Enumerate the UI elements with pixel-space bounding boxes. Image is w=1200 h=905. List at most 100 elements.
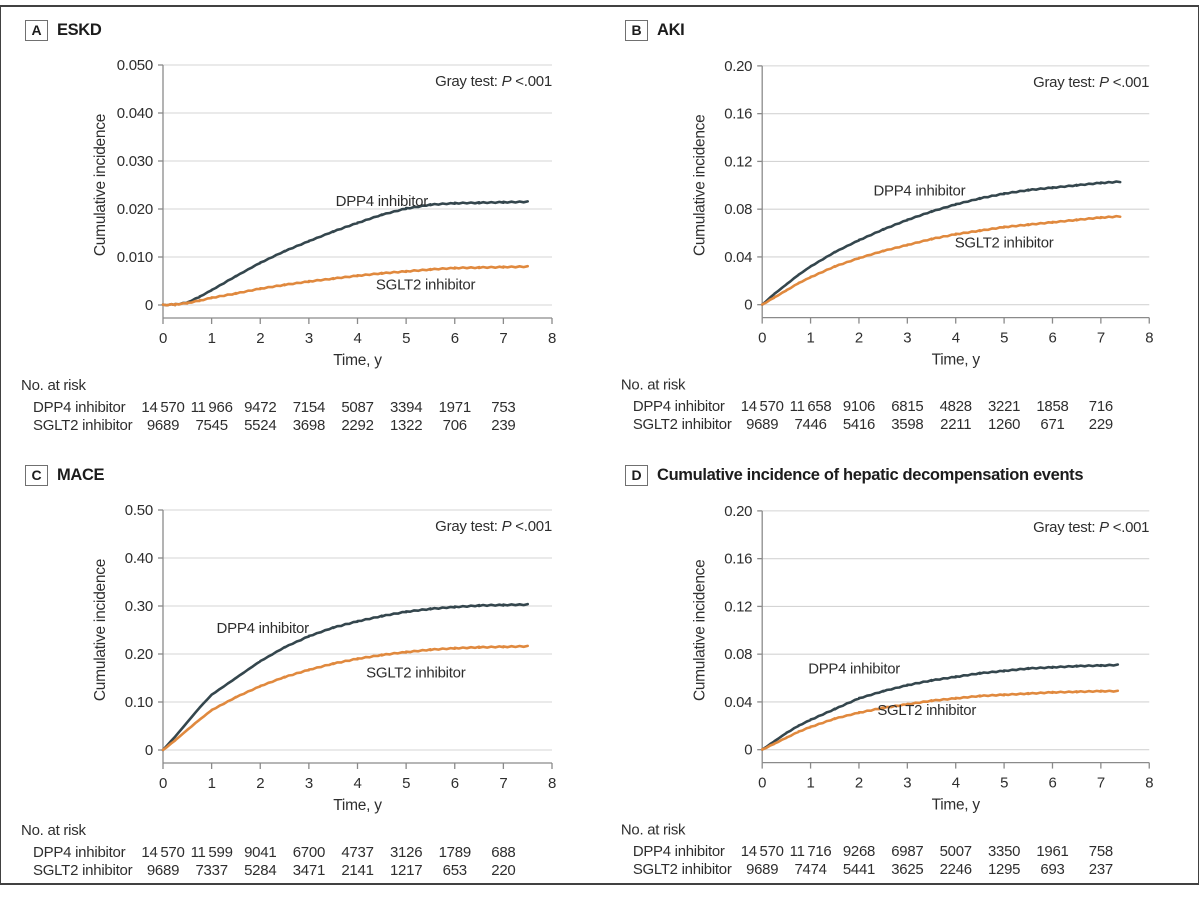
at-risk-value: 6700 [293, 844, 325, 861]
x-tick-label: 1 [208, 775, 216, 792]
at-risk-value: 5007 [940, 843, 972, 860]
at-risk-value: 5524 [244, 417, 276, 434]
at-risk-value: 9106 [843, 398, 875, 415]
x-tick-label: 8 [548, 330, 556, 347]
at-risk-value: 693 [1040, 861, 1064, 878]
panel-aki: B AKI 0 0.04 0.08 0.12 0.16 0.20 0 1 2 3 4 5 6 7 8 Time… [601, 7, 1198, 440]
at-risk-value: 753 [491, 399, 515, 416]
y-tick-label: 0.30 [125, 598, 153, 615]
at-risk-value: 9041 [244, 844, 276, 861]
panel-header: D Cumulative incidence of hepatic decomp… [625, 463, 1198, 487]
x-tick-label: 7 [1097, 774, 1105, 791]
x-tick-label: 2 [855, 774, 863, 791]
y-tick-label: 0 [145, 742, 153, 759]
at-risk-value: 3698 [293, 417, 325, 434]
x-tick-label: 8 [1145, 329, 1153, 346]
y-tick-label: 0.20 [724, 503, 752, 520]
y-tick-label: 0.04 [724, 694, 752, 711]
series-curve-sglt2 [760, 689, 1120, 751]
x-tick-label: 7 [499, 775, 507, 792]
x-axis-title: Time, y [333, 797, 382, 814]
x-tick-label: 0 [159, 775, 167, 792]
at-risk-value: 7474 [794, 861, 826, 878]
x-tick-label: 5 [402, 775, 410, 792]
at-risk-value: 3126 [390, 844, 422, 861]
x-tick-label: 1 [208, 330, 216, 347]
series-curve-dpp4 [161, 200, 529, 307]
at-risk-row-label: SGLT2 inhibitor [33, 862, 133, 879]
at-risk-title: No. at risk [21, 377, 87, 394]
chart-mace: 0 0.10 0.20 0.30 0.40 0.50 0 1 2 3 4 5 6 7 8 Time, y Cum… [21, 502, 556, 879]
y-tick-label: 0 [744, 742, 752, 759]
series-curve-sglt2 [760, 214, 1122, 306]
y-tick-label: 0 [145, 297, 153, 314]
at-risk-value: 716 [1089, 398, 1113, 415]
at-risk-row-label: SGLT2 inhibitor [33, 417, 133, 434]
series-label: SGLT2 inhibitor [955, 234, 1054, 251]
at-risk-value: 229 [1089, 416, 1113, 433]
y-tick-label: 0.040 [117, 105, 153, 122]
x-tick-label: 3 [305, 775, 313, 792]
panel-title: AKI [657, 20, 685, 39]
panel-hepatic: D Cumulative incidence of hepatic decomp… [601, 440, 1198, 883]
figure-frame: A ESKD 0 0.010 0.020 0.030 0.040 0.050 0 1 2 3 4 5 6… [0, 5, 1199, 885]
at-risk-value: 1322 [390, 417, 422, 434]
series-label: DPP4 inhibitor [336, 193, 429, 210]
at-risk-value: 1295 [988, 861, 1020, 878]
x-tick-label: 7 [1097, 329, 1105, 346]
at-risk-value: 9268 [843, 843, 875, 860]
x-tick-label: 6 [451, 775, 459, 792]
panel-letter-box: C [25, 464, 48, 486]
at-risk-row-label: DPP4 inhibitor [633, 398, 725, 415]
y-tick-label: 0 [744, 297, 752, 314]
panel-header: A ESKD [25, 18, 601, 42]
at-risk-row-label: DPP4 inhibitor [33, 844, 126, 861]
at-risk-row-label: DPP4 inhibitor [633, 843, 725, 860]
x-tick-label: 8 [548, 775, 556, 792]
panel-letter-box: A [25, 19, 48, 41]
at-risk-value: 5441 [843, 861, 875, 878]
y-tick-label: 0.08 [724, 646, 752, 663]
at-risk-value: 239 [491, 417, 515, 434]
x-tick-label: 6 [451, 330, 459, 347]
at-risk-value: 2141 [341, 862, 373, 879]
at-risk-value: 7337 [195, 862, 227, 879]
at-risk-value: 758 [1089, 843, 1113, 860]
x-tick-label: 2 [855, 329, 863, 346]
series-curve-dpp4 [161, 602, 529, 752]
at-risk-value: 4737 [341, 844, 373, 861]
y-tick-label: 0.020 [117, 201, 153, 218]
at-risk-value: 7545 [195, 417, 227, 434]
x-tick-label: 1 [807, 329, 815, 346]
at-risk-value: 3394 [390, 399, 422, 416]
at-risk-value: 5284 [244, 862, 276, 879]
at-risk-row-label: SGLT2 inhibitor [633, 861, 732, 878]
panel-title: Cumulative incidence of hepatic decompen… [657, 465, 1084, 484]
at-risk-value: 1789 [439, 844, 471, 861]
at-risk-value: 14 570 [741, 398, 784, 415]
at-risk-title: No. at risk [621, 376, 686, 393]
panel-eskd: A ESKD 0 0.010 0.020 0.030 0.040 0.050 0 1 2 3 4 5 6… [1, 7, 601, 440]
at-risk-value: 7154 [293, 399, 325, 416]
y-tick-label: 0.08 [724, 201, 752, 218]
at-risk-value: 14 570 [141, 399, 184, 416]
series-label: DPP4 inhibitor [216, 620, 309, 637]
at-risk-value: 706 [443, 417, 467, 434]
x-tick-label: 0 [758, 774, 766, 791]
at-risk-row-label: DPP4 inhibitor [33, 399, 126, 416]
at-risk-value: 1971 [439, 399, 471, 416]
series-curve-sglt2 [161, 644, 529, 752]
at-risk-value: 11 599 [191, 844, 233, 861]
x-tick-label: 3 [903, 329, 911, 346]
y-tick-label: 0.030 [117, 153, 153, 170]
at-risk-value: 2211 [940, 416, 971, 433]
at-risk-value: 11 716 [790, 843, 832, 860]
x-tick-label: 7 [499, 330, 507, 347]
panel-mace: C MACE 0 0.10 0.20 0.30 0.40 0.50 0 1 2 3 4 5 6 7 8 Tim… [1, 440, 601, 883]
at-risk-value: 3625 [891, 861, 923, 878]
y-tick-label: 0.16 [724, 551, 752, 568]
at-risk-title: No. at risk [621, 821, 686, 838]
at-risk-value: 3471 [293, 862, 325, 879]
x-tick-label: 3 [903, 774, 911, 791]
x-tick-label: 3 [305, 330, 313, 347]
